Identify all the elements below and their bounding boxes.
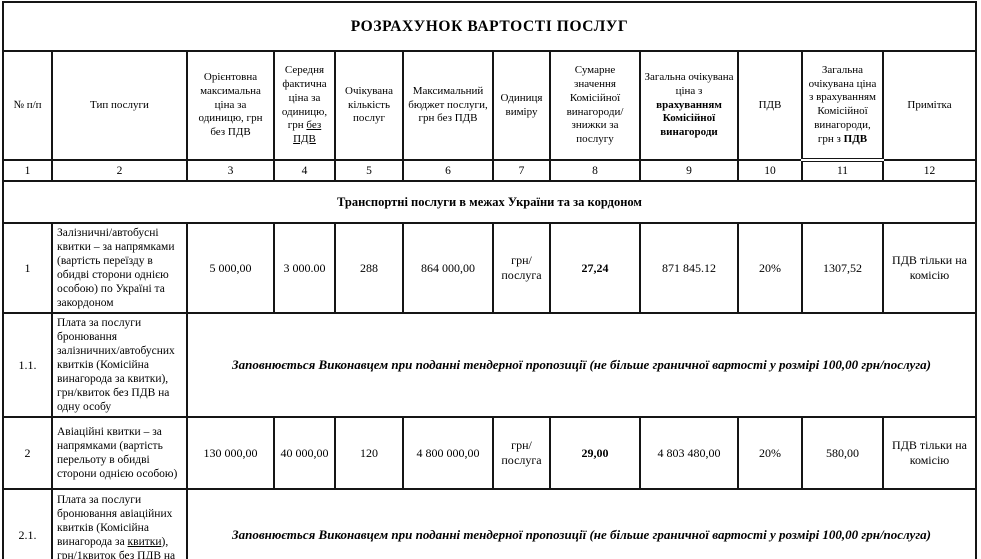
cell-unit: грн/ послуга bbox=[492, 221, 551, 315]
cell-vat: 20% bbox=[737, 221, 803, 315]
col-number: 7 bbox=[492, 159, 551, 182]
cell-max-unit-price: 130 000,00 bbox=[186, 416, 275, 491]
col-number: 2 bbox=[51, 159, 188, 182]
cell-note: ПДВ тільки на комісію bbox=[882, 416, 977, 491]
col-header-service-type: Тип послуги bbox=[51, 50, 188, 161]
col-header-total-with-commission: Загальна очікувана ціна з врахуванням Ко… bbox=[639, 50, 739, 161]
cell-unit: грн/ послуга bbox=[492, 416, 551, 491]
table-row-1: 1 Залізничні/автобусні квитки – за напря… bbox=[2, 221, 977, 315]
col-number: 12 bbox=[882, 159, 977, 182]
cell-total-with-commission: 871 845.12 bbox=[639, 221, 739, 315]
col-header-max-unit-price: Орієнтовна максимальна ціна за одиницю, … bbox=[186, 50, 275, 161]
col-number: 11 bbox=[801, 159, 884, 182]
cell-service-type: Залізничні/автобусні квитки – за напрямк… bbox=[51, 221, 188, 315]
cell-max-budget: 864 000,00 bbox=[402, 221, 494, 315]
cell-total-with-vat: 1307,52 bbox=[801, 221, 884, 315]
col-number: 5 bbox=[334, 159, 404, 182]
cell-num: 1 bbox=[2, 221, 53, 315]
avg-unit-price-underlined: без ПДВ bbox=[293, 119, 322, 145]
col-number: 10 bbox=[737, 159, 803, 182]
total-with-vat-bold: ПДВ bbox=[843, 132, 868, 145]
cell-filled-by-contractor-note: Заповнюється Виконавцем при поданні тенд… bbox=[186, 488, 977, 559]
col-header-unit: Одиниця виміру bbox=[492, 50, 551, 161]
cell-service-type: Плата за послуги бронювання авіаційних к… bbox=[51, 488, 188, 559]
cell-filled-by-contractor-note: Заповнюється Виконавцем при поданні тенд… bbox=[186, 312, 977, 419]
cell-total-with-vat: 580,00 bbox=[801, 416, 884, 491]
avg-unit-price-text: Середня фактична ціна за одиницю, грн bbox=[281, 64, 328, 132]
column-number-row: 1 2 3 4 5 6 7 8 9 10 11 12 bbox=[2, 159, 977, 182]
section-header: Транспортні послуги в межах України та з… bbox=[2, 180, 977, 224]
col-number: 1 bbox=[2, 159, 53, 182]
cell-commission-total: 27,24 bbox=[549, 221, 641, 315]
col-header-avg-unit-price: Середня фактична ціна за одиницю, грн бе… bbox=[273, 50, 336, 161]
cell-max-budget: 4 800 000,00 bbox=[402, 416, 494, 491]
total-with-commission-bold: врахуванням Комісійної винагороди bbox=[656, 98, 722, 139]
document-title: РОЗРАХУНОК ВАРТОСТІ ПОСЛУГ bbox=[2, 1, 977, 52]
col-header-num: № п/п bbox=[2, 50, 53, 161]
col-header-vat: ПДВ bbox=[737, 50, 803, 161]
cell-expected-qty: 120 bbox=[334, 416, 404, 491]
cell-num: 2.1. bbox=[2, 488, 53, 559]
col-header-note: Примітка bbox=[882, 50, 977, 161]
column-header-row: № п/п Тип послуги Орієнтовна максимальна… bbox=[2, 50, 977, 162]
cell-vat: 20% bbox=[737, 416, 803, 491]
col-number: 8 bbox=[549, 159, 641, 182]
col-header-expected-qty: Очікувана кількість послуг bbox=[334, 50, 404, 161]
cell-num: 2 bbox=[2, 416, 53, 491]
col-number: 4 bbox=[273, 159, 336, 182]
cell-max-unit-price: 5 000,00 bbox=[186, 221, 275, 315]
cell-commission-total: 29,00 bbox=[549, 416, 641, 491]
col-number: 6 bbox=[402, 159, 494, 182]
service-type-underlined: квитки bbox=[127, 536, 162, 549]
col-number: 3 bbox=[186, 159, 275, 182]
service-type-text: ), грн/1квиток без ПДВ на одну особу bbox=[57, 536, 176, 559]
col-number: 9 bbox=[639, 159, 739, 182]
service-type-text: Плата за послуги бронювання авіаційних к… bbox=[57, 494, 173, 549]
cell-expected-qty: 288 bbox=[334, 221, 404, 315]
cell-service-type: Авіаційні квитки – за напрямками (вартіс… bbox=[51, 416, 188, 491]
col-header-commission-total: Сумарне значення Комісійної винагороди/ … bbox=[549, 50, 641, 161]
col-header-max-budget: Максимальний бюджет послуги, грн без ПДВ bbox=[402, 50, 494, 161]
table-row-2-1: 2.1. Плата за послуги бронювання авіацій… bbox=[2, 488, 977, 559]
table-row-1-1: 1.1. Плата за послуги бронювання залізни… bbox=[2, 312, 977, 419]
title-row: РОЗРАХУНОК ВАРТОСТІ ПОСЛУГ bbox=[2, 1, 977, 52]
cell-total-with-commission: 4 803 480,00 bbox=[639, 416, 739, 491]
col-header-total-with-vat: Загальна очікувана ціна з врахуванням Ко… bbox=[801, 50, 884, 162]
cell-service-type: Плата за послуги бронювання залізничних/… bbox=[51, 312, 188, 419]
cell-num: 1.1. bbox=[2, 312, 53, 419]
cell-avg-unit-price: 3 000.00 bbox=[273, 221, 336, 315]
table-row-2: 2 Авіаційні квитки – за напрямками (варт… bbox=[2, 416, 977, 491]
total-with-vat-text: Загальна очікувана ціна з врахуванням Ко… bbox=[808, 63, 877, 145]
total-with-commission-text: Загальна очікувана ціна з bbox=[644, 71, 734, 97]
cell-avg-unit-price: 40 000,00 bbox=[273, 416, 336, 491]
cell-note: ПДВ тільки на комісію bbox=[882, 221, 977, 315]
section-header-row: Транспортні послуги в межах України та з… bbox=[2, 180, 977, 224]
